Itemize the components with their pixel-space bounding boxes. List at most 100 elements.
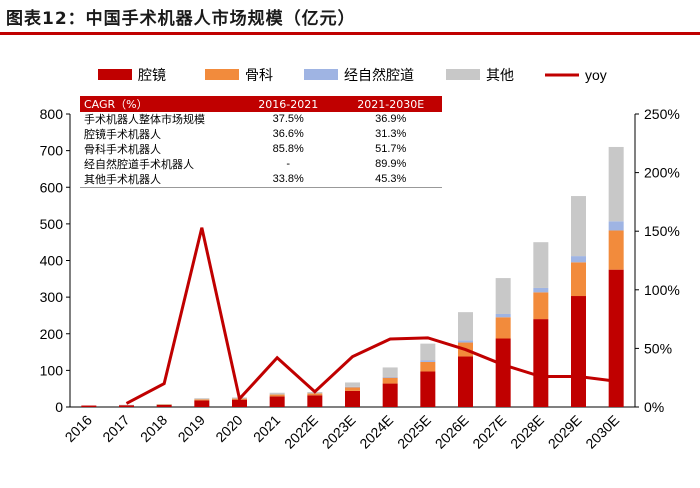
cagr-value: 45.3%	[339, 172, 442, 188]
bar-segment	[495, 338, 511, 407]
bar-segment	[345, 387, 360, 391]
cagr-value: 89.9%	[375, 158, 407, 170]
x-tick-label: 2027E	[469, 412, 509, 452]
cagr-value: 31.3%	[375, 128, 407, 140]
bar-segment	[420, 360, 436, 362]
bar-segment	[81, 405, 97, 407]
x-tick-label: 2021	[250, 412, 283, 445]
bar-segment	[345, 386, 360, 388]
bar-segment	[458, 340, 473, 343]
legend-label: 骨科	[245, 67, 273, 83]
bars	[81, 146, 624, 407]
cagr-row-label: 其他手术机器人	[80, 172, 238, 188]
cagr-header-period-2: 2021-2030E	[339, 96, 442, 112]
x-tick-label: 2029E	[545, 412, 585, 452]
x-tick-label: 2022E	[281, 412, 321, 452]
legend-label: yoy	[585, 67, 607, 83]
legend-label: 经自然腔道	[344, 67, 414, 83]
title-underline	[0, 32, 700, 35]
bar-segment	[345, 382, 360, 387]
x-tick-label: 2016	[62, 412, 95, 445]
bar-segment	[608, 146, 624, 222]
bar-segment	[119, 404, 134, 406]
bar-segment	[533, 242, 549, 288]
y-tick-label-right: 50%	[644, 340, 672, 356]
bar-segment	[571, 196, 586, 257]
bar-segment	[420, 361, 436, 372]
table-row: 手术机器人整体市场规模 37.5% 36.9%	[80, 112, 442, 127]
bar-segment	[382, 383, 398, 407]
table-row: 骨科手术机器人 85.8% 51.7%	[80, 142, 442, 157]
x-tick-label: 2017	[99, 412, 132, 445]
chart-title: 图表12：中国手术机器人市场规模（亿元）	[6, 9, 356, 29]
bar-segment	[495, 317, 511, 339]
table-row: 腔镜手术机器人 36.6% 31.3%	[80, 127, 442, 142]
bar-segment	[194, 400, 210, 407]
cagr-header-label: CAGR（%）	[80, 96, 238, 112]
y-tick-label-left: 0	[55, 399, 63, 415]
bar-segment	[533, 292, 549, 320]
cagr-value: 33.8%	[237, 172, 340, 188]
x-tick-label: 2019	[175, 412, 208, 445]
x-tick-label: 2030E	[582, 412, 622, 452]
x-tick-label: 2026E	[432, 412, 472, 452]
bar-segment	[194, 399, 210, 401]
bar-segment	[533, 287, 549, 293]
cagr-value: 37.5%	[272, 113, 304, 125]
bar-segment	[156, 404, 172, 407]
cagr-value: 36.9%	[375, 113, 407, 125]
bar-segment	[420, 343, 436, 361]
cagr-row-label: 经自然腔道手术机器人	[84, 158, 194, 171]
bar-segment	[571, 262, 586, 297]
y-tick-label-left: 200	[40, 326, 64, 342]
bar-segment	[533, 319, 549, 407]
cagr-value: 36.6%	[272, 128, 304, 140]
bar-segment	[119, 405, 134, 407]
bar-segment	[608, 269, 624, 407]
cagr-row-label: 手术机器人整体市场规模	[84, 113, 205, 126]
bar-segment	[420, 371, 436, 407]
bar-segment	[608, 221, 624, 231]
legend-label: 腔镜	[138, 67, 166, 83]
y-tick-label-left: 300	[40, 289, 64, 305]
cagr-row-label: 腔镜手术机器人	[84, 128, 161, 141]
x-tick-label: 2028E	[507, 412, 547, 452]
bar-segment	[382, 367, 398, 377]
bar-segment	[608, 230, 624, 270]
cagr-value: 85.8%	[272, 143, 304, 155]
cagr-table: CAGR（%） 2016-2021 2021-2030E 手术机器人整体市场规模…	[80, 96, 442, 188]
cagr-header-period-1: 2016-2021	[237, 96, 340, 112]
x-tick-labels: 2016 2017 2018 2019 2020 20212022E2023E2024E2…	[62, 412, 623, 452]
bar-segment	[382, 376, 398, 378]
bar-segment	[571, 256, 586, 263]
y-tick-label-right: 0%	[644, 399, 664, 415]
y-tick-label-left: 700	[40, 143, 64, 159]
x-tick-label: 2025E	[394, 412, 434, 452]
y-tick-label-left: 400	[40, 253, 64, 269]
bar-segment	[194, 398, 210, 400]
y-tick-label-left: 600	[40, 179, 64, 195]
legend-swatch	[205, 69, 239, 80]
legend-label: 其他	[486, 67, 514, 83]
cagr-value: -	[286, 158, 291, 170]
x-tick-label: 2020	[212, 412, 245, 445]
bar-segment	[458, 312, 473, 341]
legend-swatch	[304, 69, 338, 80]
x-tick-label: 2024E	[356, 412, 396, 452]
bar-segment	[307, 393, 323, 396]
yoy-line-group	[125, 227, 617, 405]
bar-segment	[495, 313, 511, 318]
bar-segment	[269, 394, 285, 397]
y-tick-label-left: 800	[40, 106, 64, 122]
bar-segment	[156, 404, 172, 405]
bar-segment	[307, 395, 323, 407]
yoy-line	[125, 227, 617, 405]
bar-segment	[345, 390, 360, 407]
legend-swatch	[446, 69, 480, 80]
table-row: 经自然腔道手术机器人 - 89.9%	[80, 157, 442, 172]
bar-segment	[495, 278, 511, 314]
x-tick-label: 2018	[137, 412, 170, 445]
y-tick-label-right: 150%	[644, 223, 680, 239]
y-tick-label-right: 100%	[644, 282, 680, 298]
